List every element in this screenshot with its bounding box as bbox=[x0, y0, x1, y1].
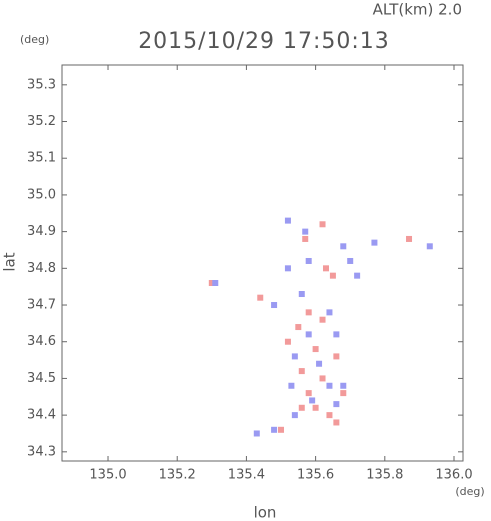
data-point bbox=[212, 280, 219, 287]
data-point bbox=[302, 228, 309, 235]
data-point bbox=[312, 346, 319, 353]
data-point bbox=[298, 404, 305, 411]
y-tick-label: 34.6 bbox=[27, 334, 56, 349]
data-point bbox=[298, 368, 305, 375]
data-point bbox=[284, 265, 291, 272]
data-point bbox=[326, 412, 333, 419]
data-point bbox=[329, 272, 336, 279]
data-point bbox=[305, 390, 312, 397]
x-axis-label: lon bbox=[254, 504, 277, 521]
y-tick-label: 35.2 bbox=[27, 114, 56, 129]
data-point bbox=[347, 257, 354, 264]
data-point bbox=[271, 426, 278, 433]
data-point bbox=[371, 239, 378, 246]
data-point bbox=[333, 419, 340, 426]
data-point bbox=[305, 331, 312, 338]
data-point bbox=[278, 426, 285, 433]
y-axis-label: lat bbox=[1, 252, 19, 271]
data-point bbox=[333, 331, 340, 338]
data-point bbox=[319, 375, 326, 382]
data-point bbox=[284, 338, 291, 345]
y-tick-label: 34.4 bbox=[27, 408, 56, 423]
data-point bbox=[288, 382, 295, 389]
x-tick-label: 135.0 bbox=[89, 468, 126, 483]
data-point bbox=[354, 272, 361, 279]
x-unit: (deg) bbox=[455, 485, 484, 498]
x-tick-label: 135.8 bbox=[366, 468, 403, 483]
x-tick-label: 135.4 bbox=[228, 468, 265, 483]
data-point bbox=[319, 221, 326, 228]
y-tick-label: 34.8 bbox=[27, 261, 56, 276]
chart-title: 2015/10/29 17:50:13 bbox=[138, 29, 390, 54]
y-tick-label: 34.9 bbox=[27, 224, 56, 239]
data-point bbox=[326, 382, 333, 389]
data-point bbox=[291, 412, 298, 419]
data-point bbox=[326, 309, 333, 316]
plot-frame bbox=[61, 64, 464, 462]
data-point bbox=[340, 390, 347, 397]
data-point bbox=[340, 382, 347, 389]
data-point bbox=[312, 404, 319, 411]
data-point bbox=[257, 294, 264, 301]
data-point bbox=[322, 265, 329, 272]
x-tick-label: 135.6 bbox=[297, 468, 334, 483]
x-tick-label: 135.2 bbox=[159, 468, 196, 483]
data-point bbox=[305, 257, 312, 264]
data-point bbox=[291, 353, 298, 360]
y-tick-label: 35.0 bbox=[27, 187, 56, 202]
data-point bbox=[333, 353, 340, 360]
data-point bbox=[208, 280, 215, 287]
data-point bbox=[340, 243, 347, 250]
data-point bbox=[271, 302, 278, 309]
y-tick-label: 35.1 bbox=[27, 151, 56, 166]
data-point bbox=[295, 324, 302, 331]
altitude-label: ALT(km) 2.0 bbox=[373, 1, 462, 19]
data-point bbox=[426, 243, 433, 250]
data-point bbox=[406, 235, 413, 242]
data-point bbox=[253, 430, 260, 437]
data-point bbox=[284, 217, 291, 224]
data-point bbox=[302, 235, 309, 242]
data-point bbox=[298, 291, 305, 298]
data-point bbox=[305, 309, 312, 316]
data-point bbox=[316, 360, 323, 367]
x-tick-label: 136.0 bbox=[435, 468, 472, 483]
y-unit: (deg) bbox=[20, 33, 49, 46]
data-point bbox=[333, 401, 340, 408]
data-point bbox=[309, 397, 316, 404]
y-tick-label: 34.7 bbox=[27, 298, 56, 313]
y-tick-label: 34.3 bbox=[27, 444, 56, 459]
data-point bbox=[319, 316, 326, 323]
y-tick-label: 35.3 bbox=[27, 77, 56, 92]
y-tick-label: 34.5 bbox=[27, 371, 56, 386]
